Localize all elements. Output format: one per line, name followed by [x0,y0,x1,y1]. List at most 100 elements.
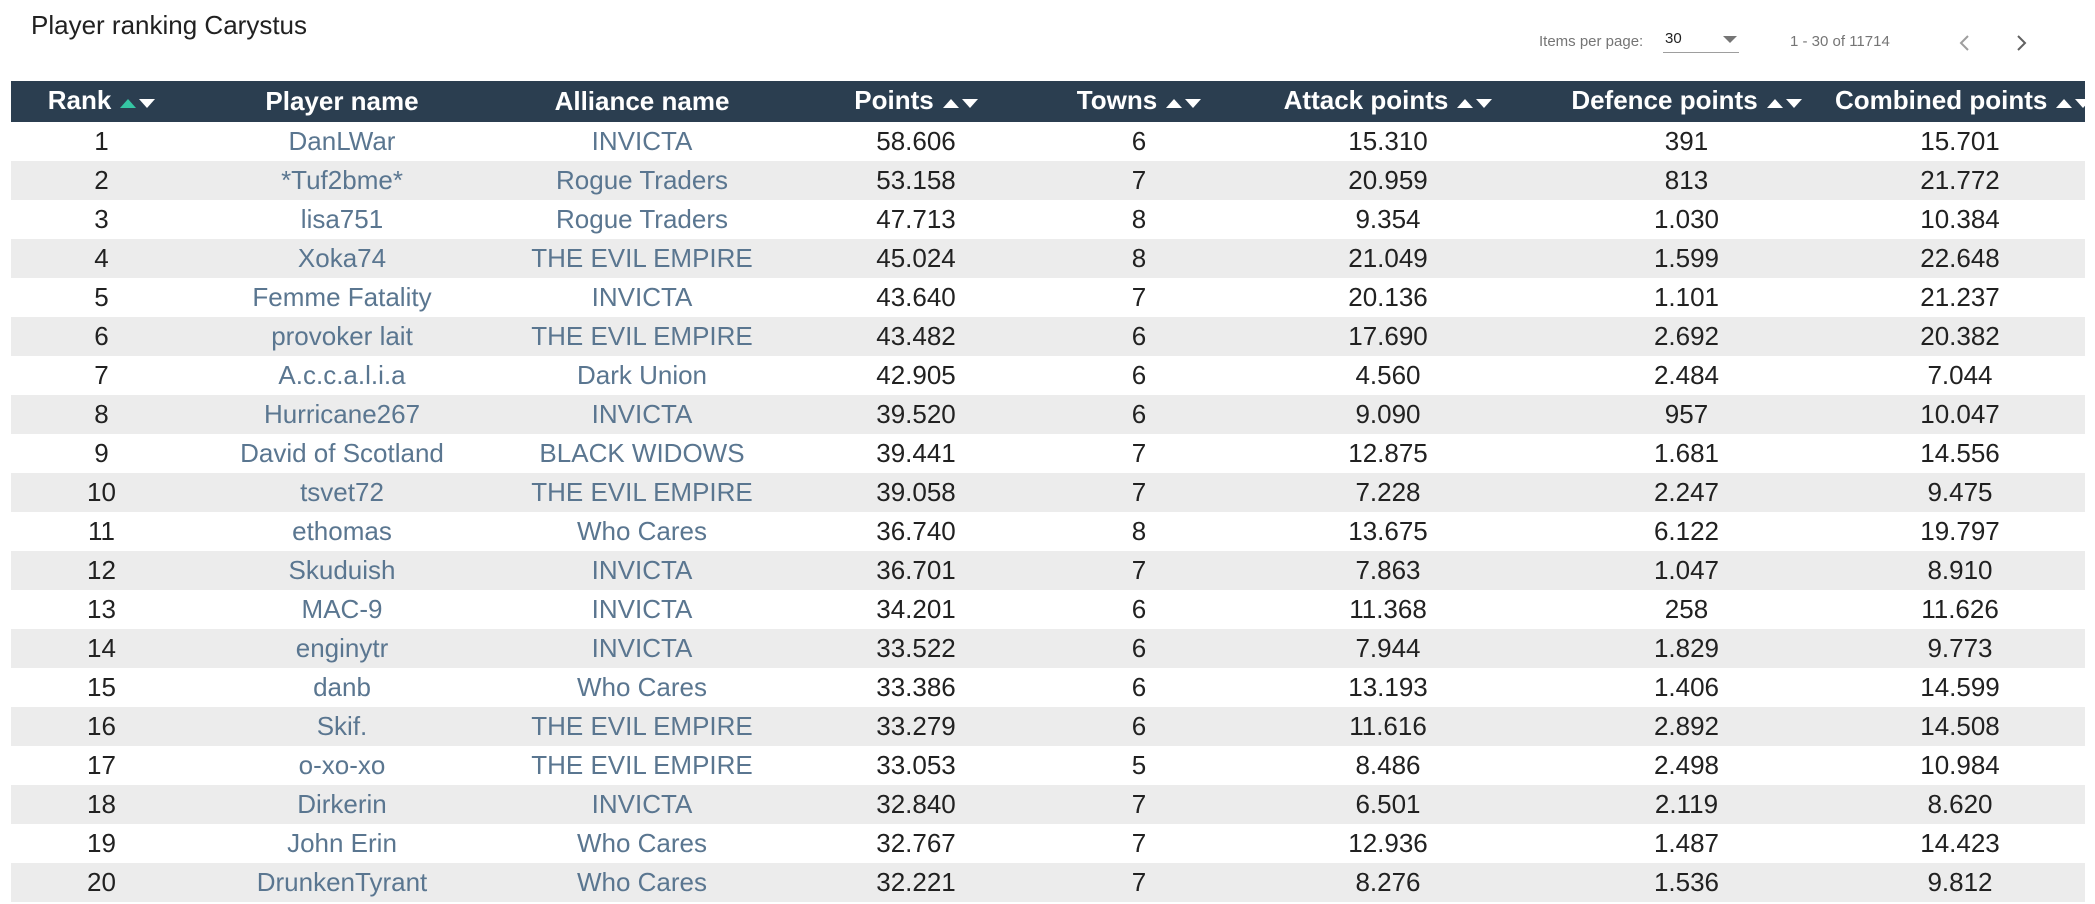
items-per-page-select[interactable]: 30 [1663,28,1739,53]
cell-attack: 21.049 [1348,243,1428,273]
player-link[interactable]: Xoka74 [297,243,387,273]
cell-combined: 7.044 [1927,360,1993,390]
cell-towns: 5 [1131,750,1147,780]
player-link[interactable]: John Erin [287,828,397,858]
sort-icons[interactable] [1764,87,1802,118]
sort-ascending-icon[interactable] [1166,99,1183,109]
alliance-link[interactable]: Rogue Traders [556,204,728,234]
player-link[interactable]: Dirkerin [297,789,387,819]
alliance-link[interactable]: THE EVIL EMPIRE [531,711,753,741]
column-header-towns[interactable]: Towns [1040,81,1238,122]
player-link[interactable]: danb [313,672,371,702]
column-header-points[interactable]: Points [792,81,1040,122]
column-header-label: Defence points [1571,85,1758,116]
sort-descending-icon[interactable] [2075,99,2092,109]
player-link[interactable]: o-xo-xo [298,750,386,780]
alliance-link[interactable]: THE EVIL EMPIRE [531,750,753,780]
column-header-defence[interactable]: Defence points [1538,81,1835,122]
sort-descending-icon[interactable] [961,99,978,109]
sort-icons[interactable] [117,87,156,118]
alliance-link[interactable]: Who Cares [576,828,708,858]
sort-ascending-icon[interactable] [1457,99,1474,109]
alliance-link[interactable]: INVICTA [591,555,693,585]
player-link[interactable]: provoker lait [271,321,413,351]
cell-rank: 6 [94,321,109,351]
alliance-link[interactable]: THE EVIL EMPIRE [531,477,753,507]
column-header-alliance[interactable]: Alliance name [492,81,792,122]
alliance-link[interactable]: INVICTA [591,282,693,312]
alliance-link[interactable]: INVICTA [591,399,693,429]
column-header-attack[interactable]: Attack points [1238,81,1538,122]
alliance-link[interactable]: Who Cares [576,867,708,897]
alliance-link[interactable]: BLACK WIDOWS [539,438,745,468]
player-link[interactable]: MAC-9 [301,594,383,624]
cell-rank: 4 [94,243,109,273]
cell-rank: 7 [94,360,109,390]
sort-descending-icon[interactable] [139,99,156,109]
player-link[interactable]: *Tuf2bme* [281,165,403,195]
cell-attack: 9.090 [1355,399,1421,429]
alliance-link[interactable]: Dark Union [576,360,708,390]
player-link[interactable]: DrunkenTyrant [256,867,428,897]
player-link[interactable]: Femme Fatality [252,282,432,312]
sort-icons[interactable] [1163,87,1202,118]
cell-alliance: INVICTA [492,278,792,317]
sort-ascending-icon[interactable] [1766,99,1783,109]
sort-icons[interactable] [1454,87,1493,118]
cell-attack: 13.675 [1348,516,1428,546]
alliance-link[interactable]: Who Cares [576,516,708,546]
column-header-label: Attack points [1283,85,1449,116]
player-link[interactable]: tsvet72 [300,477,384,507]
cell-towns: 7 [1131,165,1147,195]
player-link[interactable]: A.c.c.a.l.i.a [278,360,406,390]
cell-towns: 8 [1131,204,1147,234]
column-header-rank[interactable]: Rank [11,81,192,122]
sort-descending-icon[interactable] [1185,99,1202,109]
cell-player: o-xo-xo [192,746,492,785]
player-link[interactable]: enginytr [295,633,389,663]
player-link[interactable]: David of Scotland [240,438,444,468]
sort-icons[interactable] [940,87,978,118]
player-link[interactable]: lisa751 [300,204,384,234]
alliance-link[interactable]: Rogue Traders [556,165,728,195]
column-header-player[interactable]: Player name [192,81,492,122]
cell-towns: 6 [1131,360,1147,390]
sort-descending-icon[interactable] [1785,99,1802,109]
previous-page-button[interactable] [1948,26,1982,60]
cell-player: tsvet72 [192,473,492,512]
cell-defence: 957 [1664,399,1709,429]
cell-rank: 13 [87,594,116,624]
table-row: 2 *Tuf2bme* Rogue Traders 53.158 7 20.959 813 2… [11,161,2085,200]
sort-icons[interactable] [2053,87,2092,118]
cell-alliance: THE EVIL EMPIRE [492,746,792,785]
column-header-combined[interactable]: Combined points [1835,81,2092,122]
player-link[interactable]: Hurricane267 [263,399,421,429]
sort-descending-icon[interactable] [1476,99,1493,109]
player-link[interactable]: DanLWar [288,126,396,156]
cell-player: lisa751 [192,200,492,239]
alliance-link[interactable]: THE EVIL EMPIRE [531,243,753,273]
alliance-link[interactable]: INVICTA [591,633,693,663]
table-row: 8 Hurricane267 INVICTA 39.520 6 9.090 957 10.04… [11,395,2085,434]
player-link[interactable]: ethomas [292,516,392,546]
sort-ascending-icon[interactable] [120,99,137,109]
player-link[interactable]: Skuduish [288,555,396,585]
sort-ascending-icon[interactable] [2056,99,2073,109]
alliance-link[interactable]: INVICTA [591,126,693,156]
cell-attack: 6.501 [1355,789,1421,819]
cell-player: Skuduish [192,551,492,590]
alliance-link[interactable]: INVICTA [591,594,693,624]
ranking-table: Rank Player name Alliance name Points Towns A… [11,81,2092,902]
next-page-button[interactable] [2004,26,2038,60]
cell-points: 32.840 [876,789,956,819]
cell-points: 58.606 [876,126,956,156]
alliance-link[interactable]: Who Cares [576,672,708,702]
sort-ascending-icon[interactable] [942,99,959,109]
cell-combined: 10.384 [1920,204,2000,234]
alliance-link[interactable]: THE EVIL EMPIRE [531,321,753,351]
cell-combined: 8.620 [1927,789,1993,819]
player-link[interactable]: Skif. [316,711,368,741]
alliance-link[interactable]: INVICTA [591,789,693,819]
cell-defence: 1.047 [1653,555,1720,585]
cell-towns: 7 [1131,867,1147,897]
